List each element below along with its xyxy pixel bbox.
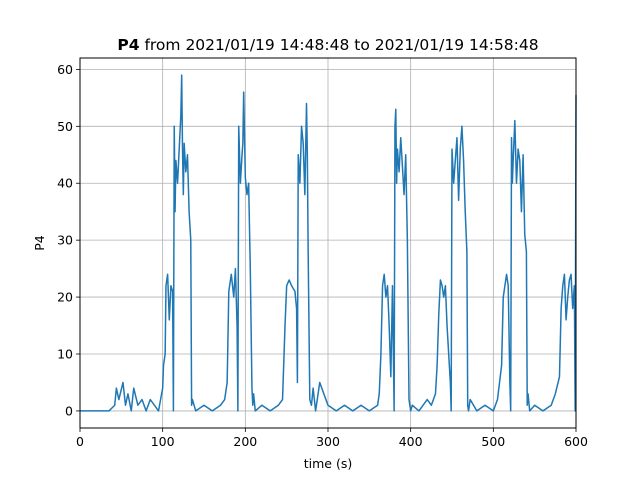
chart-title: P4 from 2021/01/19 14:48:48 to 2021/01/1… — [117, 36, 538, 54]
x-tick-label: 400 — [399, 434, 423, 449]
grid — [79, 58, 577, 428]
plot-area — [80, 74, 577, 412]
y-tick-label: 10 — [57, 347, 73, 362]
x-axis-label: time (s) — [304, 456, 352, 471]
x-tick-label: 200 — [233, 434, 257, 449]
y-tick-label: 60 — [57, 62, 73, 77]
y-tick-label: 20 — [57, 290, 73, 305]
y-axis-label: P4 — [32, 235, 47, 251]
y-tick-label: 0 — [65, 403, 73, 418]
y-tick-label: 30 — [57, 233, 73, 248]
x-tick-label: 600 — [564, 434, 588, 449]
y-tick-label: 50 — [57, 119, 73, 134]
y-tick-label: 40 — [57, 176, 73, 191]
chart-title-bold: P4 — [117, 36, 139, 54]
ticks: 0 100 200 300 400 500 600 0 10 20 30 40 50 60 — [57, 62, 588, 449]
series-line-0 — [80, 74, 577, 412]
x-tick-label: 500 — [481, 434, 505, 449]
x-tick-label: 100 — [151, 434, 175, 449]
chart-title-rest: from 2021/01/19 14:48:48 to 2021/01/19 1… — [140, 36, 539, 54]
x-tick-label: 0 — [76, 434, 84, 449]
x-tick-label: 300 — [316, 434, 340, 449]
